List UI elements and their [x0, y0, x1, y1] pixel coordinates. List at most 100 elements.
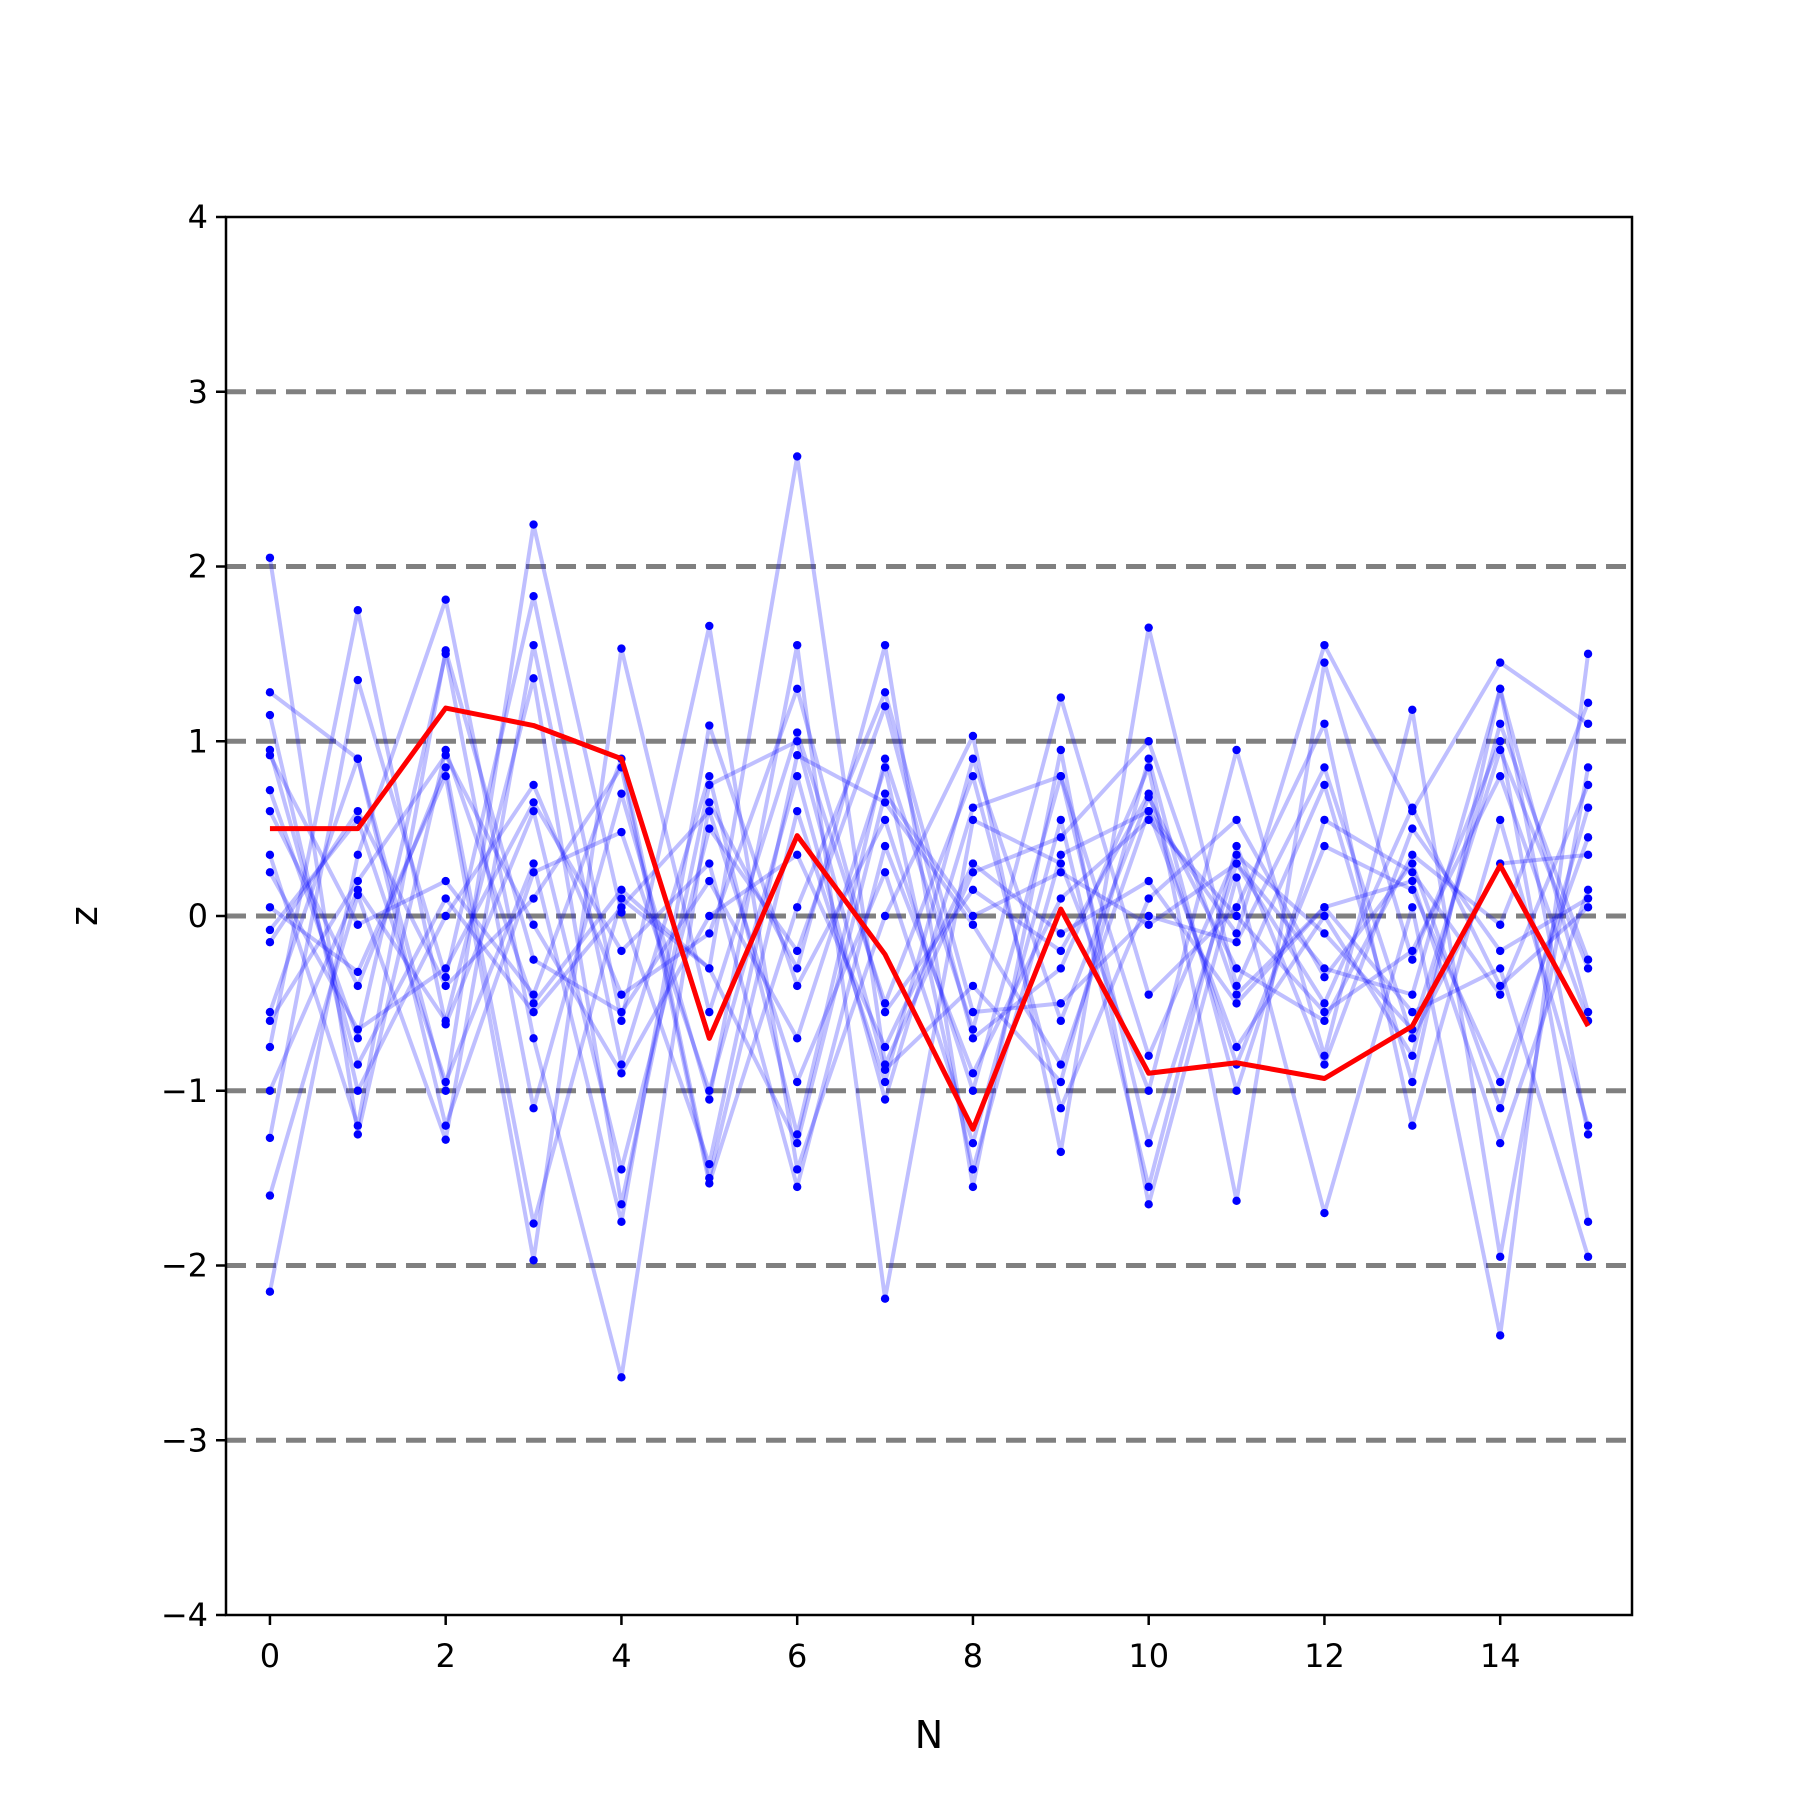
data-point	[968, 1007, 978, 1017]
data-point	[617, 1069, 626, 1078]
data-point	[792, 964, 802, 973]
data-point	[968, 754, 978, 763]
data-point	[1583, 780, 1593, 790]
x-tick-label: 4	[611, 1637, 631, 1675]
data-point	[880, 841, 890, 851]
data-point	[529, 859, 538, 868]
data-point	[792, 946, 802, 956]
x-tick-label: 14	[1480, 1637, 1521, 1675]
series-line	[268, 756, 1590, 1146]
series-line	[268, 686, 1591, 1226]
data-point	[1408, 824, 1417, 833]
highlight-line	[269, 705, 1591, 1132]
data-point	[1320, 903, 1329, 912]
data-point	[968, 885, 978, 894]
data-point	[1232, 873, 1241, 882]
data-point	[1232, 859, 1241, 868]
data-point	[705, 824, 714, 833]
y-tick-label: 1	[188, 722, 208, 760]
data-point	[1144, 806, 1153, 816]
data-point	[792, 772, 802, 781]
data-point	[1320, 964, 1329, 973]
data-point	[265, 1016, 275, 1026]
data-point	[1232, 929, 1241, 938]
data-point	[1320, 972, 1329, 982]
data-point	[1056, 1104, 1066, 1113]
data-point	[880, 1007, 890, 1017]
data-point	[1232, 1196, 1241, 1206]
data-point	[441, 751, 450, 760]
data-point	[265, 925, 275, 935]
data-point	[792, 1182, 802, 1192]
data-point	[792, 1034, 802, 1043]
data-point	[968, 920, 978, 929]
data-point	[792, 1077, 802, 1087]
data-point	[1320, 815, 1329, 825]
data-point	[1495, 737, 1505, 746]
data-point	[1056, 999, 1066, 1008]
data-point	[1320, 763, 1329, 772]
data-point	[529, 806, 538, 816]
data-point	[1232, 745, 1241, 755]
data-point	[617, 903, 626, 912]
data-point	[705, 798, 714, 807]
data-point	[1495, 981, 1505, 991]
y-tick-label: −2	[161, 1247, 208, 1285]
data-point	[1144, 1200, 1153, 1209]
data-point	[792, 903, 802, 912]
data-point	[529, 1256, 538, 1265]
data-point	[441, 1121, 450, 1130]
data-point	[705, 929, 714, 938]
data-point	[353, 920, 363, 929]
data-point	[880, 999, 890, 1008]
data-point	[1056, 1077, 1066, 1087]
x-tick-label: 8	[963, 1637, 983, 1675]
data-point	[1583, 1252, 1593, 1261]
series-line	[268, 749, 1590, 1189]
data-point	[1320, 1060, 1329, 1069]
data-point	[880, 868, 890, 877]
series-line	[268, 753, 1590, 1146]
data-point	[1232, 903, 1241, 912]
data-point	[1144, 754, 1153, 763]
data-point	[529, 894, 538, 903]
data-point	[1320, 999, 1329, 1008]
data-point	[353, 850, 363, 860]
data-point	[353, 981, 363, 991]
data-point	[1583, 955, 1593, 964]
data-point	[1144, 763, 1153, 772]
data-point	[1056, 946, 1066, 956]
y-axis: −4 −3 −2 −1 0 1 2 3 4	[161, 198, 226, 1634]
series-line	[268, 643, 1590, 1197]
data-point	[617, 1007, 626, 1017]
data-point	[353, 675, 363, 685]
data-point	[1583, 894, 1593, 903]
data-point	[1495, 920, 1505, 929]
data-point	[265, 745, 275, 755]
data-point	[265, 850, 275, 860]
data-point	[1056, 815, 1066, 825]
data-point	[265, 1086, 275, 1095]
data-point	[1320, 780, 1329, 790]
data-point	[617, 885, 626, 894]
data-point	[1232, 1042, 1241, 1052]
data-point	[1056, 894, 1066, 903]
data-point	[1408, 885, 1417, 894]
data-point	[1408, 859, 1417, 868]
data-point	[441, 646, 450, 655]
data-point	[1144, 1086, 1153, 1095]
y-tick-label: 3	[188, 373, 208, 411]
data-point	[265, 1287, 275, 1296]
data-point	[1408, 955, 1417, 964]
data-point	[880, 763, 890, 772]
data-point	[529, 1034, 538, 1043]
data-point	[968, 815, 978, 825]
data-point	[792, 1165, 802, 1174]
data-point	[441, 763, 450, 772]
x-tick-label: 0	[260, 1637, 280, 1675]
data-point	[441, 595, 450, 604]
data-point	[617, 1217, 626, 1227]
data-point	[1408, 705, 1417, 714]
